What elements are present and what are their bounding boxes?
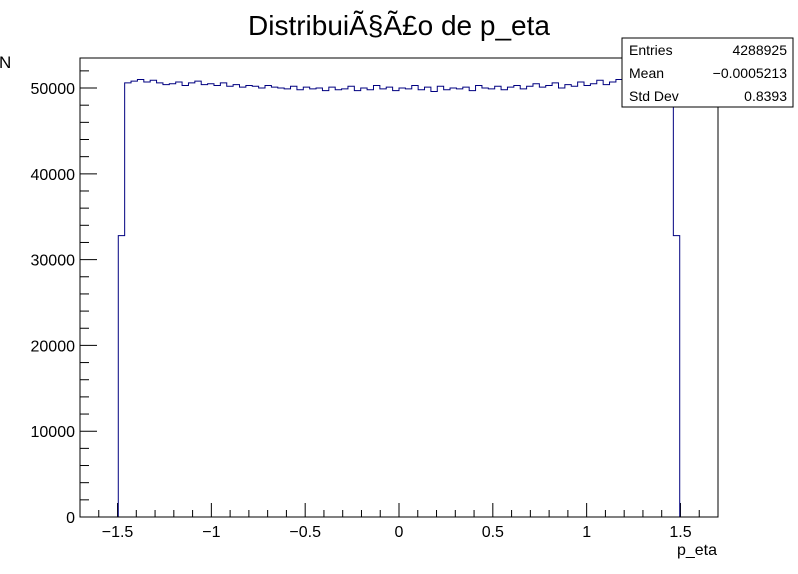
stats-box-frame (621, 37, 794, 108)
y-tick-label: 10000 (31, 424, 76, 441)
x-tick-label: 1 (582, 524, 591, 541)
axis-ticks (80, 70, 700, 518)
x-tick-labels: −1.5 −1 −0.5 0 0.5 1 1.5 (102, 524, 692, 541)
chart-title: DistribuiÃ§Ã£o de p_eta (248, 10, 550, 41)
stats-entries-value: 4288925 (732, 42, 787, 58)
x-tick-label: −1 (202, 524, 220, 541)
x-tick-label: 0 (395, 524, 404, 541)
y-axis-label: N (0, 53, 11, 72)
stats-stddev-value: 0.8393 (744, 88, 787, 104)
y-tick-label: 50000 (31, 81, 76, 98)
stats-entries-label: Entries (629, 42, 673, 58)
histogram-outline (117, 77, 681, 517)
stats-box: Entries 4288925 Mean −0.0005213 Std Dev … (621, 37, 794, 108)
plot-frame (79, 57, 719, 518)
y-tick-label: 40000 (31, 167, 76, 184)
x-tick-label: −1.5 (102, 524, 134, 541)
x-tick-label: 1.5 (669, 524, 691, 541)
y-tick-labels: 0 10000 20000 30000 40000 50000 (31, 81, 76, 527)
stats-stddev-label: Std Dev (629, 88, 679, 104)
x-axis-label: p_eta (677, 542, 717, 559)
stats-mean-value: −0.0005213 (713, 65, 788, 81)
y-tick-label: 0 (66, 510, 75, 527)
y-tick-label: 20000 (31, 338, 76, 355)
x-tick-label: 0.5 (482, 524, 504, 541)
stats-mean-label: Mean (629, 65, 664, 81)
y-tick-label: 30000 (31, 253, 76, 270)
x-tick-label: −0.5 (289, 524, 321, 541)
